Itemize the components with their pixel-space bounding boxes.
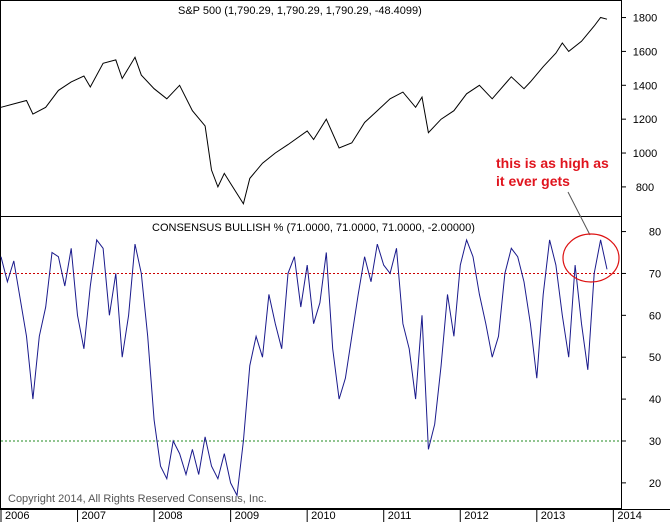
- bullish-y-tick-label: 40: [649, 394, 661, 406]
- sp500-title: S&P 500 (1,790.29, 1,790.29, 1,790.29, -…: [178, 5, 422, 17]
- bullish-y-ticks: 20 30 40 50 60 70 80: [621, 227, 661, 490]
- bullish-y-tick-label: 60: [649, 310, 661, 322]
- bullish-y-tick-label: 80: [649, 227, 661, 239]
- bullish-series-line: [0, 238, 608, 498]
- x-axis-ticks: 2006 2007 2008 2009 2010 2011 2012 2013 2014: [0, 509, 642, 522]
- x-tick-label: 2007: [82, 510, 106, 522]
- x-tick-label: 2011: [388, 510, 412, 522]
- bullish-title: CONSENSUS BULLISH % (71.0000, 71.0000, 7…: [152, 222, 475, 234]
- x-tick-label: 2006: [5, 510, 29, 522]
- bullish-y-tick-label: 20: [649, 478, 661, 490]
- reference-lines: [1, 272, 621, 442]
- sp500-y-ticks: 800 1000 1200 1400 1600 1800: [621, 13, 657, 194]
- x-tick-label: 2013: [541, 510, 565, 522]
- sp500-y-tick-label: 1000: [633, 148, 657, 160]
- bullish-y-tick-label: 30: [649, 436, 661, 448]
- sp500-y-tick-label: 1600: [633, 46, 657, 58]
- sp500-y-tick-label: 1200: [633, 114, 657, 126]
- sp500-y-tick-label: 1400: [633, 80, 657, 92]
- x-tick-label: 2010: [311, 510, 335, 522]
- annotation-arrow: [567, 191, 591, 236]
- x-tick-label: 2008: [158, 510, 182, 522]
- x-tick-label: 2014: [617, 510, 641, 522]
- sp500-series-line: [0, 16, 608, 206]
- x-tick-label: 2009: [235, 510, 259, 522]
- copyright-text: Copyright 2014, All Rights Reserved Cons…: [8, 493, 267, 505]
- bullish-y-tick-label: 70: [649, 268, 661, 280]
- annotation-circle: [562, 233, 620, 283]
- bullish-y-tick-label: 50: [649, 352, 661, 364]
- sp500-y-tick-label: 800: [636, 182, 654, 194]
- annotation-line-1: this is as high as: [496, 155, 609, 171]
- sp500-y-tick-label: 1800: [633, 13, 657, 25]
- x-tick-label: 2012: [464, 510, 488, 522]
- annotation-line-2: it ever gets: [496, 173, 570, 189]
